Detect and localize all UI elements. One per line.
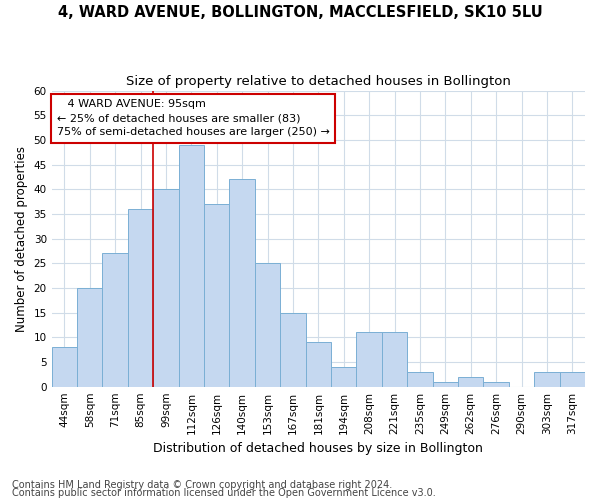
Bar: [560, 372, 585, 386]
Bar: [153, 190, 179, 386]
Bar: [534, 372, 560, 386]
Bar: [280, 312, 305, 386]
Text: 4 WARD AVENUE: 95sqm
← 25% of detached houses are smaller (83)
75% of semi-detac: 4 WARD AVENUE: 95sqm ← 25% of detached h…: [57, 100, 330, 138]
Bar: [204, 204, 229, 386]
Bar: [458, 377, 484, 386]
X-axis label: Distribution of detached houses by size in Bollington: Distribution of detached houses by size …: [154, 442, 483, 455]
Bar: [255, 264, 280, 386]
Bar: [229, 180, 255, 386]
Bar: [356, 332, 382, 386]
Y-axis label: Number of detached properties: Number of detached properties: [15, 146, 28, 332]
Bar: [382, 332, 407, 386]
Bar: [77, 288, 103, 386]
Bar: [305, 342, 331, 386]
Text: 4, WARD AVENUE, BOLLINGTON, MACCLESFIELD, SK10 5LU: 4, WARD AVENUE, BOLLINGTON, MACCLESFIELD…: [58, 5, 542, 20]
Bar: [179, 145, 204, 386]
Bar: [128, 209, 153, 386]
Text: Contains public sector information licensed under the Open Government Licence v3: Contains public sector information licen…: [12, 488, 436, 498]
Bar: [484, 382, 509, 386]
Bar: [407, 372, 433, 386]
Bar: [433, 382, 458, 386]
Bar: [331, 367, 356, 386]
Bar: [103, 254, 128, 386]
Text: Contains HM Land Registry data © Crown copyright and database right 2024.: Contains HM Land Registry data © Crown c…: [12, 480, 392, 490]
Title: Size of property relative to detached houses in Bollington: Size of property relative to detached ho…: [126, 75, 511, 88]
Bar: [52, 347, 77, 387]
